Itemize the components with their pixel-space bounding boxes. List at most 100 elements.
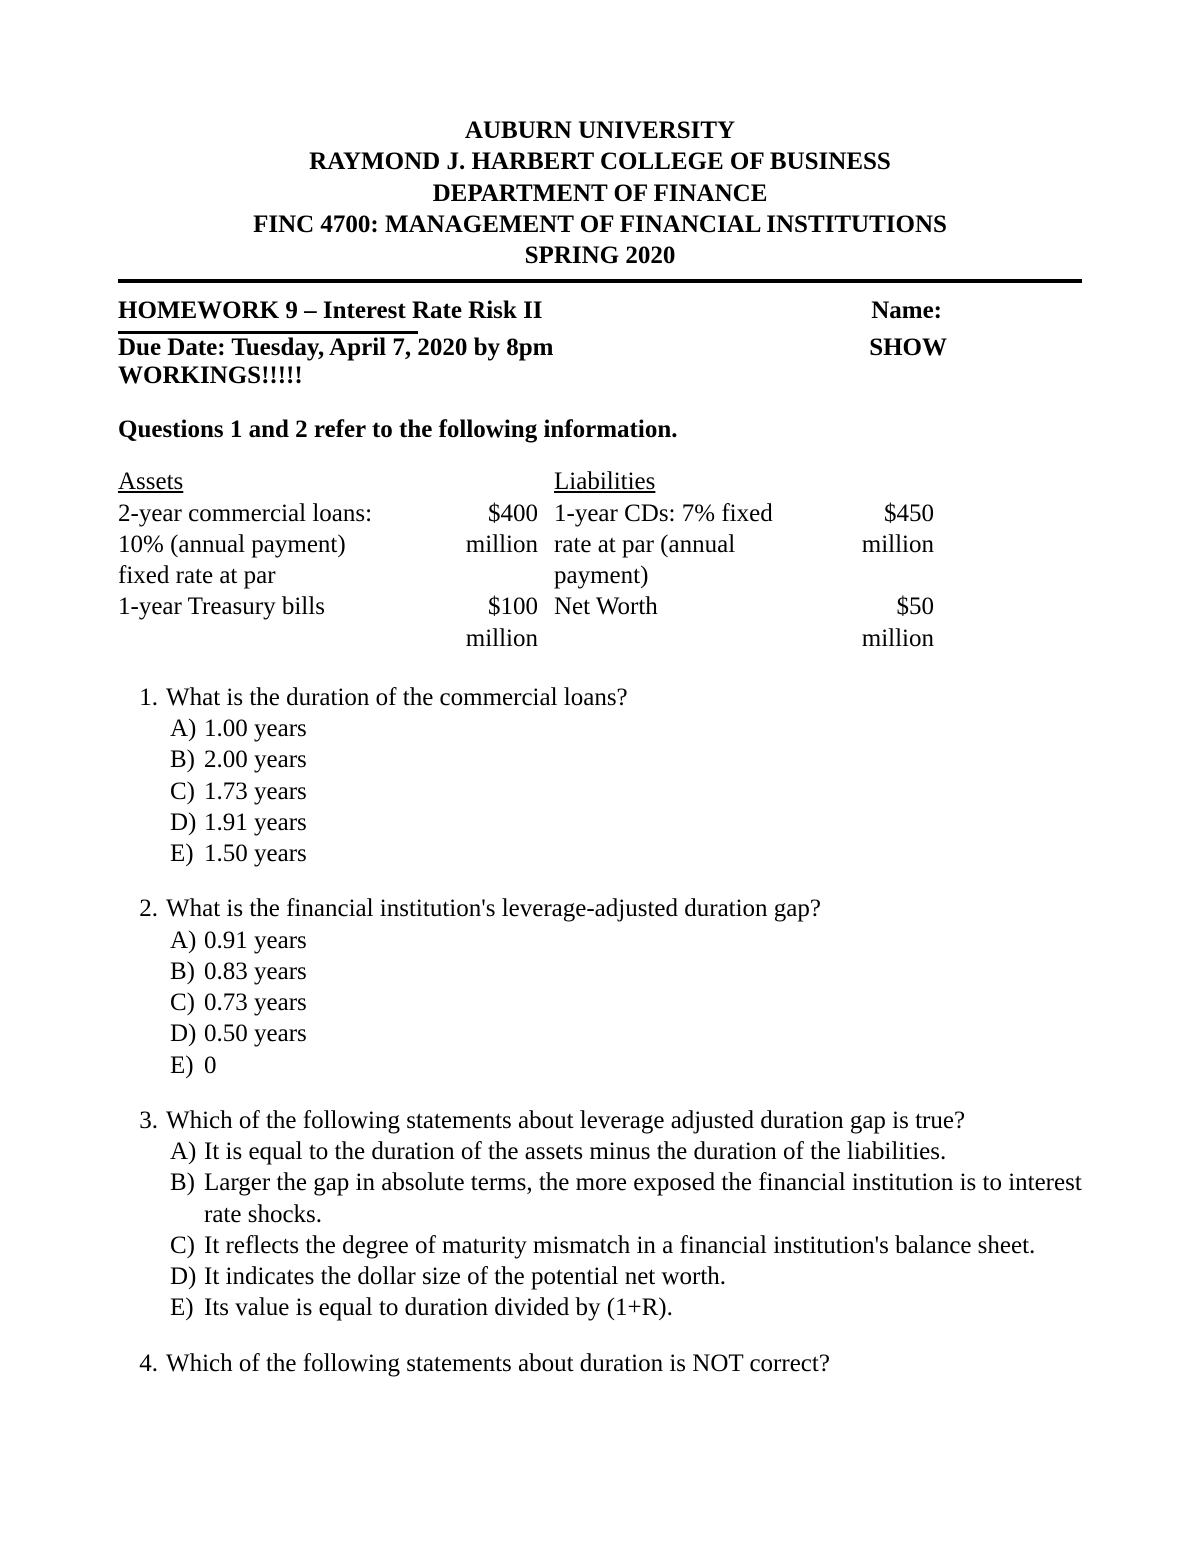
liab-row: 1-year CDs: 7% fixed <box>554 498 834 529</box>
question-number: 2. <box>118 893 166 1081</box>
assets-amounts: $400 million $100 million <box>438 466 554 654</box>
asset-row: 2-year commercial loans: <box>118 498 438 529</box>
option-letter: E) <box>170 1050 204 1081</box>
option-text: 0.50 years <box>204 1018 1082 1049</box>
due-row: Due Date: Tuesday, April 7, 2020 by 8pm … <box>118 334 1082 362</box>
question-number: 3. <box>118 1105 166 1324</box>
option-d: D)It indicates the dollar size of the po… <box>170 1261 1082 1292</box>
option-text: 0.83 years <box>204 956 1082 987</box>
options: A)0.91 years B)0.83 years C)0.73 years D… <box>166 925 1082 1081</box>
homework-title: HOMEWORK 9 – Interest Rate Risk II <box>118 297 871 325</box>
option-text: 1.00 years <box>204 713 1082 744</box>
option-d: D)1.91 years <box>170 807 1082 838</box>
document-page: AUBURN UNIVERSITY RAYMOND J. HARBERT COL… <box>0 0 1200 1553</box>
option-d: D)0.50 years <box>170 1018 1082 1049</box>
option-text: 1.73 years <box>204 776 1082 807</box>
question-1: 1. What is the duration of the commercia… <box>118 682 1082 870</box>
option-text: It is equal to the duration of the asset… <box>204 1136 1082 1167</box>
semester: SPRING 2020 <box>118 240 1082 271</box>
amount: $450 <box>834 498 934 529</box>
options: A)It is equal to the duration of the ass… <box>166 1136 1082 1324</box>
option-letter: A) <box>170 1136 204 1167</box>
question-body: What is the duration of the commercial l… <box>166 682 1082 870</box>
amount: million <box>438 623 538 654</box>
option-text: 0.73 years <box>204 987 1082 1018</box>
assets-labels: Assets 2-year commercial loans: 10% (ann… <box>118 466 438 654</box>
liabilities-amounts: $450 million $50 million <box>834 466 934 654</box>
option-letter: D) <box>170 1261 204 1292</box>
option-text: 1.91 years <box>204 807 1082 838</box>
option-text: 2.00 years <box>204 744 1082 775</box>
option-e: E)1.50 years <box>170 838 1082 869</box>
liab-row: payment) <box>554 560 834 591</box>
amount: $50 <box>834 591 934 622</box>
show-label: SHOW <box>869 334 1082 362</box>
option-letter: D) <box>170 1018 204 1049</box>
option-b: B)Larger the gap in absolute terms, the … <box>170 1167 1082 1230</box>
option-text: It reflects the degree of maturity misma… <box>204 1230 1082 1261</box>
question-4: 4. Which of the following statements abo… <box>118 1348 1082 1379</box>
question-number: 4. <box>118 1348 166 1379</box>
option-text: 0.91 years <box>204 925 1082 956</box>
questions: 1. What is the duration of the commercia… <box>118 682 1082 1379</box>
asset-row: 1-year Treasury bills <box>118 591 438 622</box>
question-text: What is the duration of the commercial l… <box>166 682 1082 713</box>
option-e: E)Its value is equal to duration divided… <box>170 1292 1082 1323</box>
option-letter: B) <box>170 956 204 987</box>
divider <box>118 279 1082 283</box>
option-a: A)It is equal to the duration of the ass… <box>170 1136 1082 1167</box>
workings-label: WORKINGS!!!!! <box>118 362 1082 390</box>
university-name: AUBURN UNIVERSITY <box>118 115 1082 146</box>
option-text: 1.50 years <box>204 838 1082 869</box>
amount: million <box>438 529 538 560</box>
question-body: Which of the following statements about … <box>166 1105 1082 1324</box>
college-name: RAYMOND J. HARBERT COLLEGE OF BUSINESS <box>118 146 1082 177</box>
liabilities-labels: Liabilities 1-year CDs: 7% fixed rate at… <box>554 466 834 654</box>
asset-row: fixed rate at par <box>118 560 438 591</box>
liabilities-header: Liabilities <box>554 466 834 497</box>
question-3: 3. Which of the following statements abo… <box>118 1105 1082 1324</box>
amount: $400 <box>438 498 538 529</box>
option-c: C)It reflects the degree of maturity mis… <box>170 1230 1082 1261</box>
document-header: AUBURN UNIVERSITY RAYMOND J. HARBERT COL… <box>118 115 1082 271</box>
option-letter: A) <box>170 713 204 744</box>
option-a: A)0.91 years <box>170 925 1082 956</box>
option-letter: E) <box>170 1292 204 1323</box>
option-text: Larger the gap in absolute terms, the mo… <box>204 1167 1082 1230</box>
option-c: C)1.73 years <box>170 776 1082 807</box>
option-letter: B) <box>170 744 204 775</box>
question-2: 2. What is the financial institution's l… <box>118 893 1082 1081</box>
question-body: What is the financial institution's leve… <box>166 893 1082 1081</box>
question-text: What is the financial institution's leve… <box>166 893 1082 924</box>
balance-sheet: Assets 2-year commercial loans: 10% (ann… <box>118 466 1082 654</box>
option-b: B)2.00 years <box>170 744 1082 775</box>
option-letter: B) <box>170 1167 204 1230</box>
question-number: 1. <box>118 682 166 870</box>
question-body: Which of the following statements about … <box>166 1348 1082 1379</box>
section-heading: Questions 1 and 2 refer to the following… <box>118 416 1082 444</box>
asset-row: 10% (annual payment) <box>118 529 438 560</box>
option-letter: C) <box>170 776 204 807</box>
option-letter: C) <box>170 1230 204 1261</box>
liab-row: Net Worth <box>554 591 834 622</box>
due-date: Due Date: Tuesday, April 7, 2020 by 8pm <box>118 334 869 362</box>
option-text: Its value is equal to duration divided b… <box>204 1292 1082 1323</box>
homework-title-row: HOMEWORK 9 – Interest Rate Risk II Name: <box>118 297 1082 325</box>
option-letter: D) <box>170 807 204 838</box>
department-name: DEPARTMENT OF FINANCE <box>118 178 1082 209</box>
question-text: Which of the following statements about … <box>166 1105 1082 1136</box>
option-letter: A) <box>170 925 204 956</box>
option-text: 0 <box>204 1050 1082 1081</box>
amount: $100 <box>438 591 538 622</box>
assets-header: Assets <box>118 466 438 497</box>
question-text: Which of the following statements about … <box>166 1348 1082 1379</box>
name-label: Name: <box>871 297 1082 325</box>
option-b: B)0.83 years <box>170 956 1082 987</box>
liab-row: rate at par (annual <box>554 529 834 560</box>
option-letter: E) <box>170 838 204 869</box>
amount: million <box>834 623 934 654</box>
course-name: FINC 4700: MANAGEMENT OF FINANCIAL INSTI… <box>118 209 1082 240</box>
amount: million <box>834 529 934 560</box>
option-e: E)0 <box>170 1050 1082 1081</box>
options: A)1.00 years B)2.00 years C)1.73 years D… <box>166 713 1082 869</box>
